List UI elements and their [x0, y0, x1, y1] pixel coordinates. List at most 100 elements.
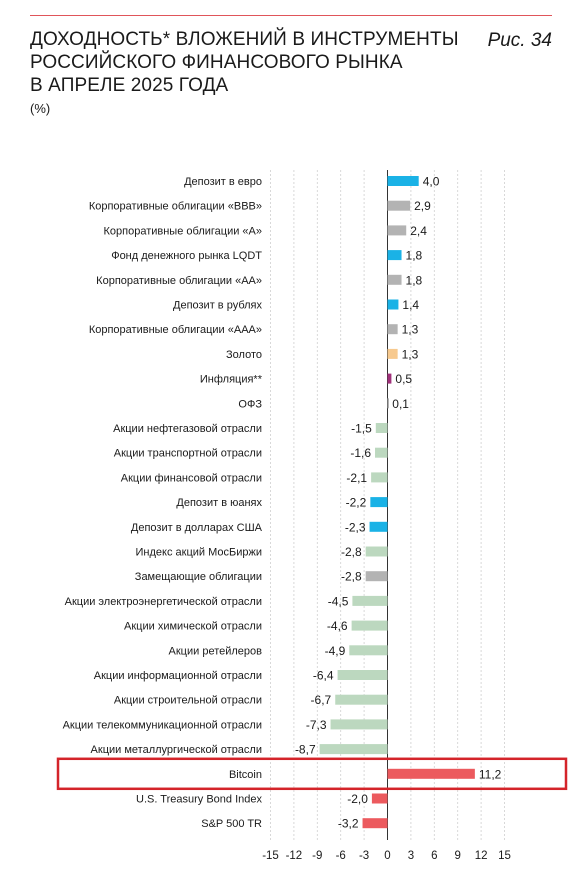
category-label: Депозит в рублях: [173, 300, 262, 312]
x-tick-label: 0: [384, 850, 390, 862]
value-label: -1,5: [351, 422, 372, 436]
category-label: Депозит в юанях: [176, 497, 262, 509]
value-label: 0,5: [395, 372, 412, 386]
bar: [387, 373, 392, 384]
value-label: 2,9: [414, 199, 431, 213]
category-label: Замещающие облигации: [135, 571, 262, 583]
bar: [371, 793, 388, 804]
bar: [387, 274, 402, 285]
x-tick-label: 9: [454, 850, 460, 862]
category-label: U.S. Treasury Bond Index: [136, 794, 262, 806]
bar: [387, 299, 399, 310]
bar: [365, 571, 388, 582]
bar: [370, 497, 388, 508]
x-tick-label: 12: [475, 850, 488, 862]
value-label: 1,4: [402, 298, 419, 312]
value-label: -2,8: [341, 545, 362, 559]
figure-label: Рис. 34: [487, 30, 552, 51]
bar: [371, 472, 388, 483]
bar: [387, 768, 475, 779]
category-label: Акции нефтегазовой отрасли: [113, 423, 262, 435]
bar: [365, 546, 388, 557]
value-label: -1,6: [350, 446, 371, 460]
bar: [387, 398, 389, 409]
bar: [351, 620, 388, 631]
value-label: 1,3: [402, 347, 419, 361]
bar: [387, 176, 419, 186]
value-label: -2,2: [346, 496, 367, 510]
category-label: Акции транспортной отрасли: [114, 448, 262, 460]
bar: [387, 250, 402, 261]
x-tick-label: 15: [498, 850, 511, 862]
bar: [387, 225, 407, 236]
category-label: Акции строительной отрасли: [114, 695, 262, 707]
category-label: Фонд денежного рынка LQDT: [111, 250, 262, 262]
bar: [387, 200, 411, 211]
category-label: Индекс акций МосБиржи: [136, 547, 262, 559]
bar: [349, 645, 388, 656]
x-tick-label: -6: [336, 850, 346, 862]
category-label: Золото: [226, 349, 262, 361]
category-label: Акции ретейлеров: [169, 645, 263, 657]
category-labels: Депозит в евро Корпоративные облигации «B…: [63, 176, 263, 830]
category-label: Корпоративные облигации «A»: [104, 225, 263, 237]
unit-label: (%): [30, 101, 51, 116]
value-label: -2,1: [346, 471, 367, 485]
top-rule: [30, 15, 552, 16]
bar: [387, 324, 398, 335]
value-label: -2,0: [347, 792, 368, 806]
category-label: Акции металлургической отрасли: [91, 744, 262, 756]
bar: [375, 423, 388, 433]
value-label: 2,4: [410, 224, 427, 238]
value-label: -3,2: [338, 817, 359, 831]
category-label: Депозит в евро: [184, 176, 262, 188]
value-label: -8,7: [295, 743, 316, 757]
bar: [335, 694, 388, 705]
value-label: 1,3: [402, 323, 419, 337]
category-label: Акции электроэнергетической отрасли: [65, 596, 262, 608]
category-label: Депозит в долларах США: [131, 522, 263, 534]
value-label: -6,7: [311, 693, 332, 707]
value-label: 4,0: [423, 175, 440, 189]
value-label: 11,2: [479, 767, 502, 781]
value-label: -4,9: [325, 644, 346, 658]
bars: [319, 176, 475, 829]
bar: [337, 670, 388, 680]
category-label: ОФЗ: [238, 398, 262, 410]
chart-title: ДОХОДНОСТЬ* ВЛОЖЕНИЙ В ИНСТРУМЕНТЫ РОССИ…: [30, 29, 459, 96]
value-label: 1,8: [406, 273, 423, 287]
x-tick-label: -12: [286, 850, 303, 862]
value-label: -2,8: [341, 570, 362, 584]
category-label: Корпоративные облигации «BBB»: [89, 201, 262, 213]
category-label: S&P 500 TR: [201, 818, 262, 830]
category-label: Акции телекоммуникационной отрасли: [63, 719, 262, 731]
category-label: Инфляция**: [200, 374, 263, 386]
category-label: Корпоративные облигации «AAA»: [89, 324, 262, 336]
category-label: Корпоративные облигации «AA»: [96, 275, 262, 287]
x-tick-label: -15: [262, 850, 279, 862]
value-labels: 4,0 2,9 2,4 1,8 1,8 1,4 1,3 1,3 0,5 0,1 -1,5 -1,6 -2…: [295, 175, 502, 831]
bar: [352, 595, 388, 606]
bar: [330, 719, 388, 730]
x-axis-ticks: -15 -12 -9 -6 -3 0 3 6 9 12 15: [262, 850, 511, 862]
x-tick-label: -3: [359, 850, 369, 862]
value-label: -4,5: [328, 594, 349, 608]
bitcoin-highlight-box: [56, 757, 568, 791]
category-label: Акции химической отрасли: [124, 621, 262, 633]
x-tick-label: -9: [312, 850, 322, 862]
value-label: 1,8: [406, 249, 423, 263]
value-label: -2,3: [345, 520, 366, 534]
highlight-box: [56, 757, 568, 791]
category-label: Bitcoin: [229, 769, 262, 781]
x-tick-label: 3: [408, 850, 414, 862]
bar: [319, 744, 388, 755]
x-tick-label: 6: [431, 850, 437, 862]
value-label: 0,1: [392, 397, 409, 411]
bar: [369, 521, 388, 532]
category-label: Акции информационной отрасли: [94, 670, 262, 682]
value-label: -4,6: [327, 619, 348, 633]
bar: [375, 447, 388, 458]
value-label: -7,3: [306, 718, 327, 732]
bar: [387, 348, 398, 359]
